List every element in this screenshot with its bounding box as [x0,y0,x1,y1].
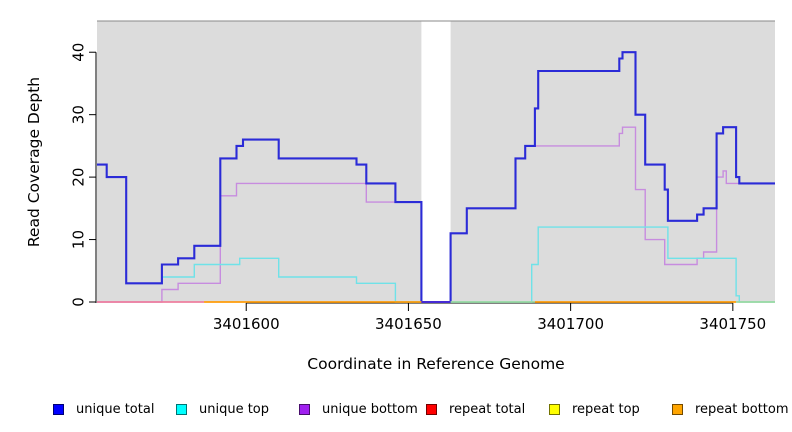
legend-label: repeat top [572,401,640,417]
legend-item-repeat-bottom: repeat bottom [672,399,789,419]
legend-label: repeat total [449,401,526,417]
legend-swatch-icon [426,403,437,415]
y-tick-label: 0 [70,297,88,307]
x-tick-label: 3401650 [375,315,442,333]
legend-swatch-icon [299,403,310,415]
legend-label: unique total [76,401,155,417]
series-unique-total-line [97,51,775,304]
y-tick-label: 10 [70,230,88,249]
x-tick-label: 3401600 [213,315,280,333]
legend-item-unique-bottom: unique bottom [299,399,418,419]
gap-region [421,21,451,302]
legend-swatch-icon [176,403,187,415]
chart-legend: unique total unique top unique bottom repea… [0,399,792,423]
y-axis-title: Read Coverage Depth [25,77,43,247]
legend-swatch-icon [549,403,560,415]
legend-item-repeat-top: repeat top [549,399,640,419]
legend-item-unique-top: unique top [176,399,269,419]
legend-label: repeat bottom [695,401,789,417]
y-tick-label: 20 [70,168,88,187]
legend-label: unique top [199,401,270,417]
y-tick-label: 40 [70,43,88,62]
legend-item-repeat-total: repeat total [426,399,525,419]
x-tick-label: 3401750 [699,315,766,333]
x-tick-label: 3401700 [537,315,604,333]
legend-swatch-icon [672,403,683,415]
legend-swatch-icon [53,403,64,415]
y-tick-label: 30 [70,105,88,124]
series-unique-bottom-line [97,126,775,303]
legend-item-unique-total: unique total [53,399,154,419]
legend-label: unique bottom [322,401,418,417]
x-axis-title: Coordinate in Reference Genome [307,355,564,373]
